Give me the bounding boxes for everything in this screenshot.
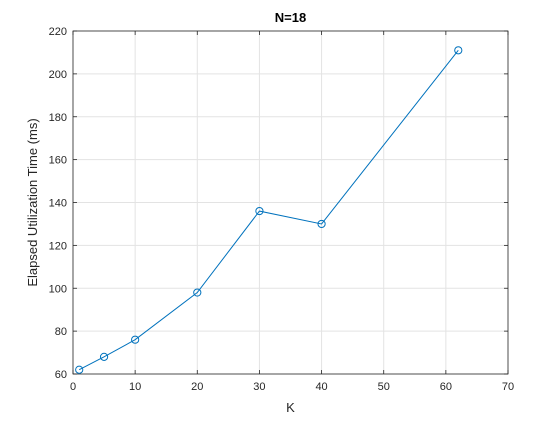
x-tick-label: 20	[191, 381, 203, 393]
series-layer	[75, 46, 463, 374]
data-point	[75, 365, 84, 374]
x-axis-label: K	[286, 400, 295, 415]
y-tick-label: 220	[49, 26, 67, 38]
x-tick-label: 0	[70, 381, 76, 393]
data-point	[99, 352, 109, 361]
x-tick-label: 30	[253, 381, 265, 393]
data-point	[454, 46, 463, 55]
x-tick-label: 10	[129, 381, 141, 393]
y-tick-label: 200	[49, 69, 67, 81]
data-point	[131, 335, 140, 344]
axes	[72, 30, 509, 375]
x-tick-label: 50	[378, 381, 390, 393]
chart-title: N=18	[275, 10, 306, 25]
y-tick-label: 60	[55, 369, 67, 381]
y-tick-label: 160	[49, 155, 67, 167]
tick-labels: 0 10 20 30 40 50 60 70 60 80 100 120 140 160 180 200 220	[49, 26, 514, 393]
data-point	[255, 206, 264, 216]
y-tick-label: 140	[49, 198, 67, 210]
y-tick-label: 180	[49, 112, 67, 124]
data-point	[317, 219, 326, 229]
data-point	[193, 288, 202, 297]
y-tick-label: 80	[55, 326, 67, 338]
y-tick-label: 100	[49, 283, 67, 295]
x-tick-label: 60	[440, 381, 452, 393]
y-axis-label: Elapsed Utilization Time (ms)	[25, 118, 40, 286]
series-line	[78, 49, 459, 371]
y-tick-label: 120	[49, 240, 67, 252]
x-tick-label: 70	[502, 381, 514, 393]
x-tick-label: 40	[315, 381, 327, 393]
